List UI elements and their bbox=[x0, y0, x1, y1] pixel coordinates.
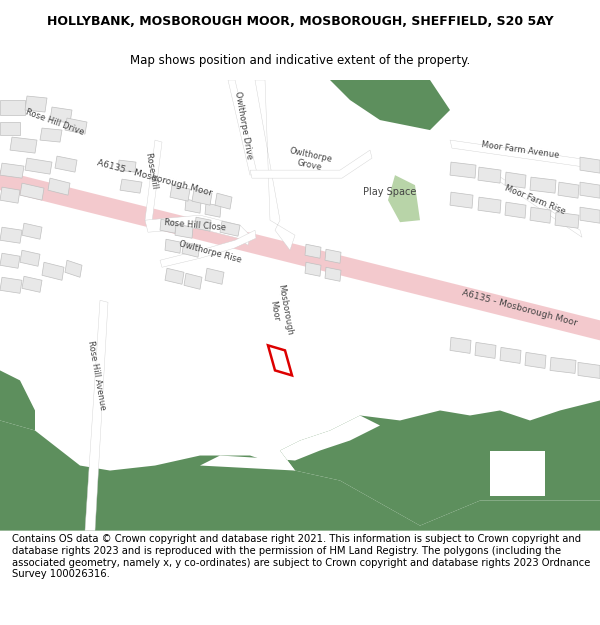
Polygon shape bbox=[325, 249, 341, 263]
Polygon shape bbox=[280, 401, 600, 526]
Polygon shape bbox=[200, 416, 380, 471]
Polygon shape bbox=[20, 183, 44, 200]
Polygon shape bbox=[182, 242, 200, 258]
Text: Owlthorpe Drive: Owlthorpe Drive bbox=[233, 90, 253, 160]
Polygon shape bbox=[160, 230, 256, 268]
Text: Rose Hill Close: Rose Hill Close bbox=[164, 218, 226, 232]
Polygon shape bbox=[0, 278, 22, 293]
Text: Play Space: Play Space bbox=[364, 187, 416, 197]
Polygon shape bbox=[120, 179, 142, 193]
Polygon shape bbox=[450, 192, 473, 208]
Polygon shape bbox=[0, 253, 20, 268]
Polygon shape bbox=[48, 178, 70, 195]
Polygon shape bbox=[25, 96, 47, 112]
Polygon shape bbox=[555, 212, 579, 228]
Text: A6135 - Mosborough Moor: A6135 - Mosborough Moor bbox=[461, 289, 578, 328]
Polygon shape bbox=[215, 193, 232, 209]
Polygon shape bbox=[580, 157, 600, 173]
Polygon shape bbox=[505, 202, 526, 218]
Polygon shape bbox=[184, 273, 202, 289]
Polygon shape bbox=[22, 276, 42, 292]
Polygon shape bbox=[160, 219, 176, 233]
Polygon shape bbox=[0, 100, 25, 115]
Polygon shape bbox=[490, 451, 545, 496]
Polygon shape bbox=[20, 250, 40, 266]
Polygon shape bbox=[475, 342, 496, 358]
Polygon shape bbox=[500, 348, 521, 363]
Polygon shape bbox=[165, 268, 184, 284]
Polygon shape bbox=[578, 362, 600, 378]
Polygon shape bbox=[145, 140, 162, 222]
Text: A6135 - Mosborough Moor: A6135 - Mosborough Moor bbox=[97, 158, 214, 198]
Polygon shape bbox=[580, 207, 600, 223]
Polygon shape bbox=[25, 158, 52, 174]
Polygon shape bbox=[490, 170, 582, 238]
Polygon shape bbox=[0, 187, 20, 203]
Polygon shape bbox=[525, 352, 546, 368]
Polygon shape bbox=[305, 244, 321, 258]
Text: Map shows position and indicative extent of the property.: Map shows position and indicative extent… bbox=[130, 54, 470, 67]
Polygon shape bbox=[0, 371, 35, 531]
Polygon shape bbox=[450, 140, 592, 168]
Polygon shape bbox=[0, 122, 20, 135]
Polygon shape bbox=[388, 175, 420, 222]
Polygon shape bbox=[50, 107, 72, 123]
Polygon shape bbox=[255, 80, 295, 250]
Polygon shape bbox=[65, 260, 82, 278]
Text: Contains OS data © Crown copyright and database right 2021. This information is : Contains OS data © Crown copyright and d… bbox=[12, 534, 590, 579]
Polygon shape bbox=[305, 262, 321, 276]
Polygon shape bbox=[330, 80, 450, 130]
Text: Moor Farm Avenue: Moor Farm Avenue bbox=[481, 140, 559, 160]
Polygon shape bbox=[170, 185, 190, 201]
Text: Rose Hill Drive: Rose Hill Drive bbox=[25, 107, 85, 137]
Polygon shape bbox=[192, 189, 212, 205]
Polygon shape bbox=[175, 224, 193, 238]
Polygon shape bbox=[325, 268, 341, 281]
Polygon shape bbox=[195, 217, 211, 231]
Polygon shape bbox=[530, 207, 551, 223]
Polygon shape bbox=[450, 162, 476, 178]
Text: Owlthorpe
Grove: Owlthorpe Grove bbox=[287, 146, 334, 174]
Polygon shape bbox=[530, 177, 556, 193]
Polygon shape bbox=[185, 199, 201, 213]
Text: HOLLYBANK, MOSBOROUGH MOOR, MOSBOROUGH, SHEFFIELD, S20 5AY: HOLLYBANK, MOSBOROUGH MOOR, MOSBOROUGH, … bbox=[47, 15, 553, 28]
Polygon shape bbox=[0, 163, 24, 178]
Polygon shape bbox=[478, 197, 501, 213]
Text: Owlthorpe Rise: Owlthorpe Rise bbox=[178, 239, 242, 265]
Polygon shape bbox=[205, 268, 224, 284]
Polygon shape bbox=[10, 137, 37, 153]
Polygon shape bbox=[0, 228, 22, 243]
Polygon shape bbox=[42, 262, 64, 280]
Text: Rose Hill Avenue: Rose Hill Avenue bbox=[86, 340, 107, 411]
Polygon shape bbox=[40, 128, 62, 142]
Polygon shape bbox=[580, 182, 600, 198]
Polygon shape bbox=[65, 118, 87, 134]
Polygon shape bbox=[478, 167, 501, 183]
Text: Mosborough
Moor: Mosborough Moor bbox=[266, 283, 294, 338]
Polygon shape bbox=[250, 150, 372, 178]
Polygon shape bbox=[228, 80, 257, 175]
Polygon shape bbox=[450, 338, 471, 353]
Polygon shape bbox=[118, 160, 136, 172]
Polygon shape bbox=[558, 182, 579, 198]
Polygon shape bbox=[205, 203, 221, 217]
Polygon shape bbox=[550, 357, 576, 373]
Polygon shape bbox=[22, 223, 42, 239]
Polygon shape bbox=[220, 221, 240, 236]
Polygon shape bbox=[0, 170, 600, 341]
Polygon shape bbox=[85, 300, 108, 531]
Polygon shape bbox=[505, 172, 526, 188]
Text: Rose Hill: Rose Hill bbox=[145, 151, 160, 189]
Text: Moor Farm Rise: Moor Farm Rise bbox=[503, 184, 567, 216]
Polygon shape bbox=[145, 215, 250, 245]
Polygon shape bbox=[0, 421, 600, 531]
Polygon shape bbox=[55, 156, 77, 172]
Polygon shape bbox=[165, 239, 181, 253]
